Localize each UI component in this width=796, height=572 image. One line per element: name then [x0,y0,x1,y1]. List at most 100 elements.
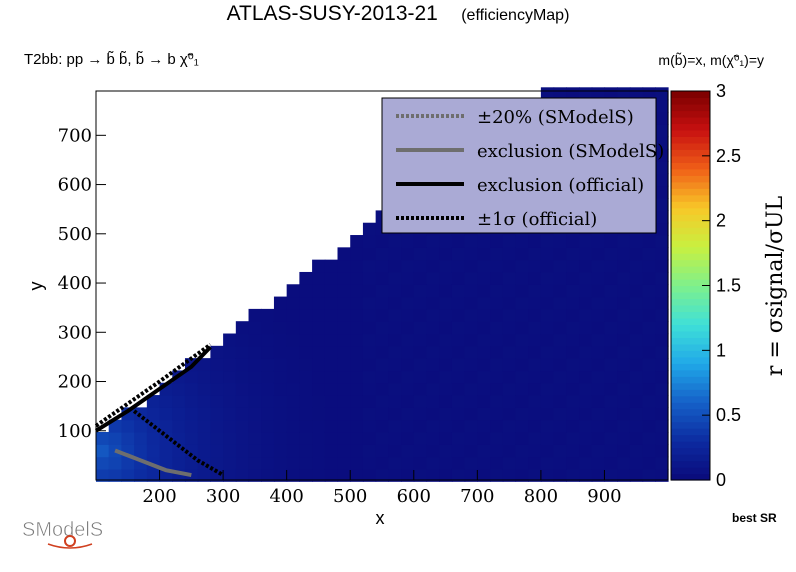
heatmap-cell [261,456,275,470]
heatmap-cell [617,284,631,298]
heatmap-cell [375,259,389,273]
colorbar-segment [671,97,710,105]
colorbar-segment [671,207,710,215]
heatmap-cell [273,382,288,396]
heatmap-cell [540,296,555,310]
heatmap-cell [591,431,606,445]
heatmap-cell [464,235,478,248]
heatmap-cell [286,456,300,470]
heatmap-cell [629,247,644,261]
x-tick-label: 600 [397,486,431,507]
heatmap-cell [362,308,377,322]
heatmap-cell [579,259,593,273]
heatmap-cell [439,419,453,433]
heatmap-cell [490,345,504,359]
title-suffix: (efficiencyMap) [461,7,570,24]
heatmap-cell [477,358,491,372]
colorbar-segment [671,343,710,351]
heatmap-cell [579,419,593,433]
heatmap-cell [235,407,250,421]
heatmap-cell [312,308,326,322]
plot-frame [95,90,669,481]
colorbar-segment [671,220,710,228]
heatmap-cell [350,444,364,458]
heatmap-cell [426,358,440,372]
heatmap-cell [248,358,262,372]
heatmap-cell [477,308,491,322]
heatmap-cell [375,247,389,261]
heatmap-cell [337,308,351,322]
heatmap-cell [490,284,504,298]
heatmap-cell [515,419,529,433]
heatmap-cell [617,407,631,421]
heatmap-cell [337,247,351,261]
heatmap-cell [273,333,288,347]
heatmap-cell [426,321,440,335]
heatmap-cell [362,235,377,248]
heatmap-cell [299,296,313,310]
heatmap-cell [324,431,339,445]
heatmap-cell [579,308,593,322]
heatmap-cell [566,284,580,298]
heatmap-cell [655,210,669,224]
heatmap-cell [540,444,555,458]
z-tick-label: 2.5 [716,146,741,166]
heatmap-cell [413,456,428,470]
heatmap-cell [401,296,415,310]
heatmap-cell [540,333,555,347]
heatmap-cell [655,431,669,445]
heatmap-cell [477,271,491,285]
z-tick-label: 1.5 [716,276,741,296]
heatmap-cell [540,419,555,433]
title-text: ATLAS-SUSY-2013-21 [226,2,438,25]
heatmap-cell [502,419,517,433]
heatmap-cell [248,419,262,433]
heatmap-cell [579,468,593,482]
heatmap-cell [515,321,529,335]
heatmap-cell [248,333,262,347]
heatmap-cell [591,321,606,335]
heatmap-cell [426,259,440,273]
heatmap-cell [312,444,326,458]
heatmap-cell [223,382,237,396]
heatmap-cell [210,370,224,384]
heatmap-cell [655,259,669,273]
heatmap-cell [490,259,504,273]
heatmap-cell [642,247,656,261]
heatmap-cell [502,407,517,421]
heatmap-cell [197,358,211,372]
heatmap-cell [146,419,161,433]
colorbar-segment [671,369,710,377]
heatmap-cell [540,271,555,285]
heatmap-cell [439,431,453,445]
heatmap-cell [464,456,478,470]
y-tick-label: 200 [58,372,92,393]
heatmap-cell [617,308,631,322]
heatmap-cell [210,444,224,458]
heatmap-cell [413,284,428,298]
heatmap-cell [324,382,339,396]
heatmap-cell [566,456,580,470]
colorbar-segment [671,317,710,325]
heatmap-cell [591,382,606,396]
heatmap-cell [324,444,339,458]
heatmap-cell [299,358,313,372]
heatmap-cell [629,370,644,384]
z-tick-label: 2 [716,211,726,231]
heatmap-cell [604,468,618,482]
heatmap-cell [451,358,466,372]
heatmap-cell [464,370,478,384]
heatmap-cell [655,284,669,298]
heatmap-cell [299,419,313,433]
heatmap-cell [629,296,644,310]
heatmap-cell [439,296,453,310]
heatmap-cell [528,345,542,359]
heatmap-cell [490,235,504,248]
heatmap-cell [350,284,364,298]
heatmap-cell [362,407,377,421]
heatmap-cell [490,271,504,285]
heatmap-cell [451,407,466,421]
heatmap-cell [388,358,402,372]
heatmap-cell [184,419,199,433]
heatmap-cell [464,247,478,261]
